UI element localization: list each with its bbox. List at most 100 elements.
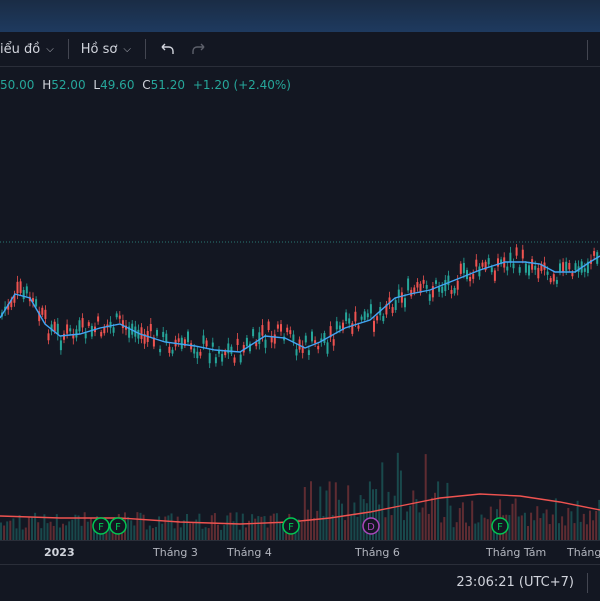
candle-body [44,309,47,319]
candle-body [171,349,174,354]
candle-body [459,263,462,274]
volume-bar [136,512,139,540]
candle-body [521,249,524,259]
volume-bar [310,481,312,540]
candle-body [208,353,211,364]
candle-body [59,340,62,351]
candle-body [444,279,447,292]
volume-bar [111,529,114,540]
candle-body [190,343,193,350]
volume-bar [430,497,433,540]
candle-body [53,321,56,332]
candle-body [205,340,208,347]
volume-bar [306,509,309,540]
event-marker-label: D [367,522,375,533]
candle-body [152,337,155,347]
profile-menu[interactable]: Hồ sơ ⌵ [81,32,131,66]
event-marker [282,517,300,535]
undo-icon [161,43,174,54]
candle-body [373,320,375,332]
volume-bar [139,512,142,540]
candle-body [586,261,589,273]
volume-bar [86,521,89,540]
candle-body [512,263,515,269]
candle-body [407,278,410,291]
candle-body [323,333,326,343]
candle-body [348,318,351,324]
axis-label-month: Tháng Tám [486,546,547,559]
volume-bar [251,514,254,540]
volume-bar [350,515,353,540]
volume-bar [384,517,387,540]
candle-body [354,311,357,322]
candle-body [149,323,152,332]
volume-bar [446,482,449,540]
volume-bar [564,525,567,540]
volume-bar [83,512,86,540]
candle-body [369,304,372,314]
candle-body [276,324,279,329]
volume-bar [244,527,247,540]
volume-bar [24,527,27,540]
volume-bar [483,517,486,540]
volume-bar [579,521,582,540]
candle-body [115,313,118,318]
candle-body [50,324,53,332]
candle-body [7,304,10,310]
volume-bar [514,498,517,540]
volume-bar [316,510,319,540]
volume-bar [238,529,241,540]
volume-bar [406,511,409,540]
candle-body [218,349,220,354]
event-marker [92,517,110,535]
candle-body [335,321,338,330]
volume-bar [440,522,443,540]
candle-body [497,258,499,267]
candle-body [211,342,214,347]
candle-body [13,294,16,303]
change-value: +1.20 (+2.40%) [192,78,291,92]
time-axis[interactable]: 2023 Tháng 3 Tháng 4 Tháng 6 Tháng Tám T… [0,540,600,565]
candle-body [388,297,391,304]
toolbar-divider [144,39,146,59]
candle-body [236,338,239,345]
redo-icon [192,43,205,54]
volume-bar [31,516,33,540]
volume-bar [554,498,557,540]
volume-bar [127,517,130,540]
candle-body [366,313,369,318]
volume-bar [592,520,595,540]
candle-body [534,265,537,270]
candle-body [90,325,93,337]
redo-button[interactable] [190,32,208,66]
undo-button[interactable] [158,32,176,66]
volume-bar [148,525,151,540]
volume-bar [474,523,477,540]
volume-bar [46,523,49,540]
candle-body [528,265,530,276]
volume-bar [443,516,446,540]
candle-body [490,267,493,273]
volume-bar [192,522,195,540]
candle-body [472,274,475,279]
candle-body [431,286,434,298]
candle-body [249,343,251,352]
candle-body [258,332,261,344]
volume-bar [573,523,576,540]
candle-body [360,316,363,320]
candle-body [165,333,168,343]
volume-bar [55,514,58,540]
volume-bar [204,527,207,540]
ohlc-legend: 50.00 H52.00 L49.60 C51.20 +1.20 (+2.40%… [0,78,291,92]
volume-bar [241,513,244,540]
volume-bar [71,519,74,540]
clock[interactable]: 23:06:21 (UTC+7) [456,575,574,590]
volume-bar [65,525,68,540]
candle-body [121,320,124,329]
candle-body [78,320,81,332]
chart-type-menu[interactable]: iểu đồ ⌵ [0,32,54,66]
candle-body [413,287,416,293]
volume-bar [344,520,347,540]
candle-body [385,304,388,315]
